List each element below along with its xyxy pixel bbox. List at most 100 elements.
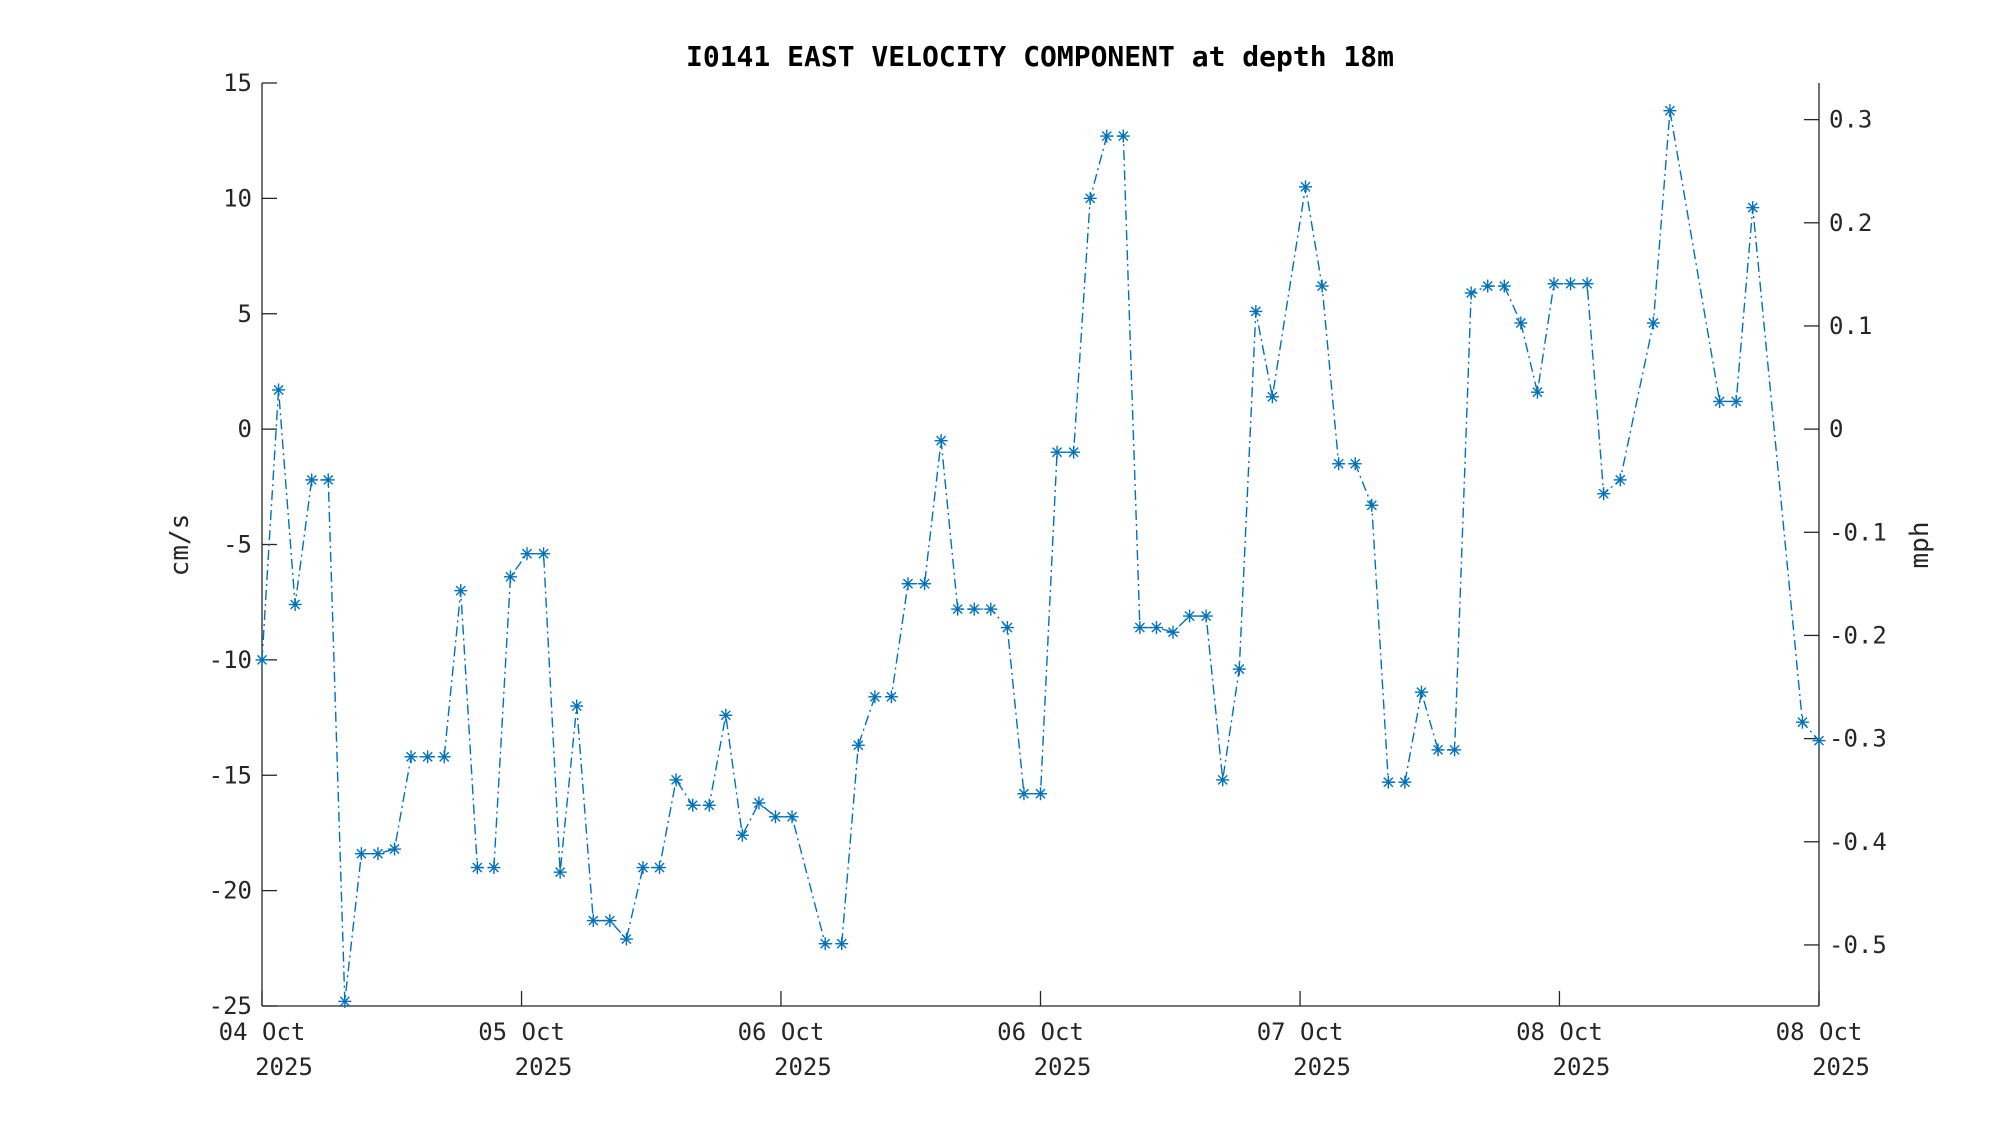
x-tick-label-date: 08 Oct [1776,1018,1863,1046]
data-point [1017,787,1031,801]
data-point [918,577,932,591]
data-point [835,937,849,951]
data-point [1315,279,1329,293]
data-point [470,861,484,875]
y-tick-label-right: -0.1 [1829,518,1887,546]
data-point [1530,385,1544,399]
data-point [255,653,269,667]
data-point [1746,201,1760,215]
data-point [1365,498,1379,512]
y-tick-label-right: 0.2 [1829,209,1872,237]
x-tick-label-date: 04 Oct [219,1018,306,1046]
data-point [619,932,633,946]
y-tick-label-right: -0.5 [1829,931,1887,959]
data-point [1613,473,1627,487]
data-point [437,750,451,764]
y-tick-label-right: 0.1 [1829,312,1872,340]
y-tick-label-right: -0.3 [1829,725,1887,753]
x-tick-label-date: 07 Oct [1257,1018,1344,1046]
data-point [768,810,782,824]
x-tick-label-year: 2025 [515,1053,573,1081]
data-point [1199,609,1213,623]
data-point [1795,715,1809,729]
y-tick-label-left: -25 [209,992,252,1020]
data-point [272,383,286,397]
x-tick-label-date: 06 Oct [997,1018,1084,1046]
data-point [669,773,683,787]
data-point [653,861,667,875]
y-tick-label-right: 0.3 [1829,106,1872,134]
x-tick-label-year: 2025 [1034,1053,1092,1081]
data-point [570,699,584,713]
data-point [1000,621,1014,635]
data-point [1812,734,1826,748]
data-point [719,708,733,722]
data-point [1448,743,1462,757]
chart-title: I0141 EAST VELOCITY COMPONENT at depth 1… [686,40,1394,73]
data-point [1332,457,1346,471]
data-point [1713,394,1727,408]
data-point [1183,609,1197,623]
data-point [884,690,898,704]
data-point [785,810,799,824]
data-point [1497,279,1511,293]
data-point [1265,390,1279,404]
data-point [702,798,716,812]
y-tick-label-left: -20 [209,877,252,905]
data-point [520,547,534,561]
data-point [487,861,501,875]
data-point [371,847,385,861]
data-point [1133,621,1147,635]
x-tick-label-year: 2025 [774,1053,832,1081]
data-point [1663,104,1677,118]
x-tick-label-year: 2025 [1812,1053,1870,1081]
data-point [1249,304,1263,318]
data-point [288,597,302,611]
y-tick-label-left: -5 [223,531,252,559]
data-point [537,547,551,561]
data-point [1100,129,1114,143]
data-point [1381,775,1395,789]
data-point [321,473,335,487]
data-point [1514,316,1528,330]
data-point [984,602,998,616]
data-point [851,738,865,752]
y-tick-label-left: -15 [209,761,252,789]
x-tick-label-date: 06 Oct [738,1018,825,1046]
data-point [1216,773,1230,787]
data-point [967,602,981,616]
data-point [421,750,435,764]
y-axis-label-left: cm/s [165,514,195,577]
data-point [1414,685,1428,699]
data-point [1597,487,1611,501]
data-point [1729,394,1743,408]
data-point [1232,662,1246,676]
y-tick-label-right: 0 [1829,415,1843,443]
x-tick-label-year: 2025 [255,1053,313,1081]
data-point [603,914,617,928]
x-tick-label-year: 2025 [1293,1053,1351,1081]
y-tick-label-left: 5 [238,300,252,328]
data-point [1348,457,1362,471]
data-point [404,750,418,764]
y-tick-label-left: -10 [209,646,252,674]
data-point [1464,286,1478,300]
data-point [1299,180,1313,194]
data-point [1149,621,1163,635]
data-point [1166,625,1180,639]
data-point [1083,191,1097,205]
data-point [1580,277,1594,291]
data-point [388,842,402,856]
x-tick-label-year: 2025 [1553,1053,1611,1081]
data-point [1050,445,1064,459]
y-axis-label-right: mph [1905,522,1935,569]
data-point [1431,743,1445,757]
data-point [934,434,948,448]
data-point [636,861,650,875]
data-point [305,473,319,487]
data-point [1481,279,1495,293]
y-tick-label-right: -0.2 [1829,621,1887,649]
data-point [338,994,352,1008]
data-point [901,577,915,591]
